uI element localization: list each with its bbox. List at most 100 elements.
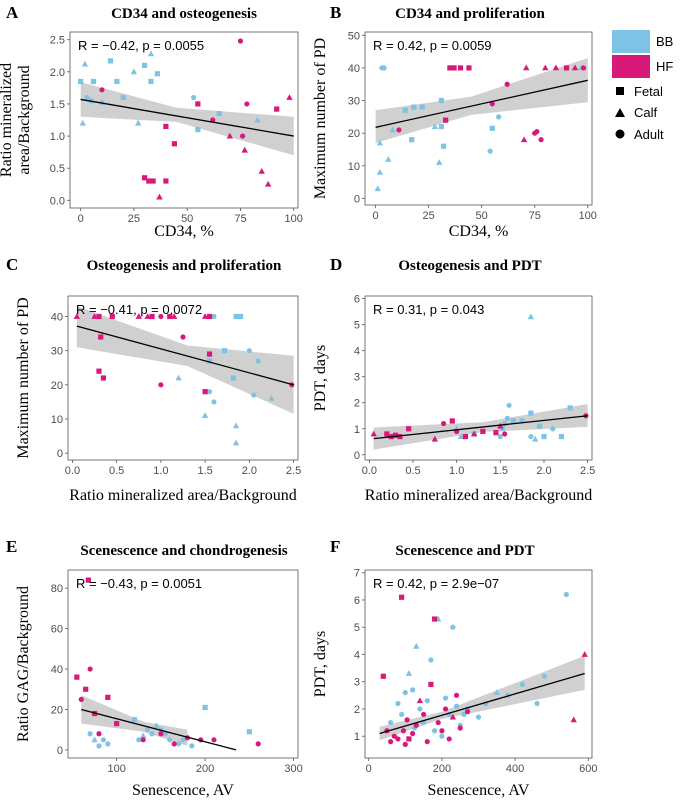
y-tick-label: 2 [354,704,360,716]
data-point [148,78,154,85]
data-point [538,137,544,143]
data-point [497,433,503,440]
y-tick-label: 6 [354,294,360,306]
data-point [216,110,222,117]
legend-label-hf: HF [656,59,673,74]
data-point [139,732,147,739]
data-point [189,743,195,749]
y-tick-label: 1 [354,731,360,743]
data-point [420,711,427,718]
x-tick-label: 50 [181,213,193,225]
data-point [246,348,252,354]
data-point [167,737,173,743]
data-point [105,694,111,700]
data-point [581,651,588,657]
data-point [419,104,425,110]
regression-line [76,325,294,386]
y-tick-label: 0 [57,745,63,757]
y-tick-label: 2.5 [50,35,65,47]
y-tick-label: 2 [354,398,360,410]
x-tick-label: 600 [579,763,597,775]
y-tick-label: 0.5 [50,163,65,175]
x-tick-label: 100 [285,213,303,225]
data-point [254,116,261,123]
regression-line [81,708,237,751]
data-point [107,58,114,64]
data-point [391,733,397,739]
data-point [532,435,539,442]
panel-title: Osteogenesis and proliferation [87,258,282,274]
data-point [170,313,178,319]
data-point [175,374,182,381]
data-point [376,168,384,175]
data-point [251,392,257,398]
data-point [466,65,472,71]
data-point [431,123,439,130]
data-point [237,313,244,320]
x-tick-label: 0 [78,213,84,225]
data-point [374,185,381,192]
data-point [255,741,261,747]
x-tick-label: 0.5 [109,465,124,477]
data-point [114,721,120,727]
legend-label-adult: Adult [634,127,664,142]
data-point [91,736,98,743]
data-point [571,64,579,71]
x-tick-label: 0 [366,763,372,775]
data-point [417,706,423,712]
x-tick-label: 1.0 [153,465,168,477]
data-point [230,375,237,381]
panel-b: B CD34 and proliferation 0 25 50 75 100 0 10 20… [312,3,597,240]
data-point [534,128,540,135]
stat-annotation: R = 0.31, p = 0.043 [373,302,484,317]
data-point [510,418,517,424]
data-point [175,741,182,747]
data-point [496,114,502,120]
data-point [163,123,169,130]
y-tick-label: 10 [51,414,63,426]
data-point [264,180,272,187]
data-point [171,741,177,747]
data-point [550,426,556,432]
data-point [145,727,151,733]
data-point [156,193,163,200]
y-tick-label: 40 [51,664,63,676]
confidence-band [379,655,585,741]
y-tick-label: 30 [348,96,360,108]
data-point [134,119,142,126]
x-tick-label: 2.0 [536,465,551,477]
data-point [385,155,392,162]
data-point [96,368,102,374]
panel-d: D Osteogenesis and PDT 0.0 0.5 1.0 1.5 2.0 2.… [312,255,595,504]
plot-area: 100 200 300 0 20 40 60 80 Senescence, AV Ratio GA… [15,569,303,799]
data-point [96,731,102,737]
data-point [453,703,460,709]
data-point [447,65,453,71]
y-tick-label: 1.5 [50,99,65,111]
data-point [563,65,570,71]
data-point [150,178,156,184]
data-point [440,143,447,149]
y-tick-label: 20 [348,128,360,140]
panel-title: Osteogenesis and PDT [398,258,541,274]
data-point [537,423,543,429]
data-point [493,430,499,436]
data-point [140,737,146,743]
y-axis-label: Maximum number of PD [312,38,329,199]
data-point [436,159,443,165]
data-point [241,146,248,153]
y-tick-label: 2.0 [50,67,65,79]
x-tick-label: 0.0 [362,465,377,477]
stat-annotation: R = −0.41, p = 0.0072 [76,302,202,317]
x-tick-label: 1.5 [493,465,508,477]
data-point [171,141,178,147]
y-axis-label: area/Background [16,65,33,174]
data-point [388,739,394,745]
data-point [406,736,412,742]
data-point [527,313,535,320]
data-point [520,136,528,143]
x-tick-label: 0 [373,210,379,222]
data-point [519,418,525,424]
data-point [158,313,164,320]
data-point [180,334,186,340]
